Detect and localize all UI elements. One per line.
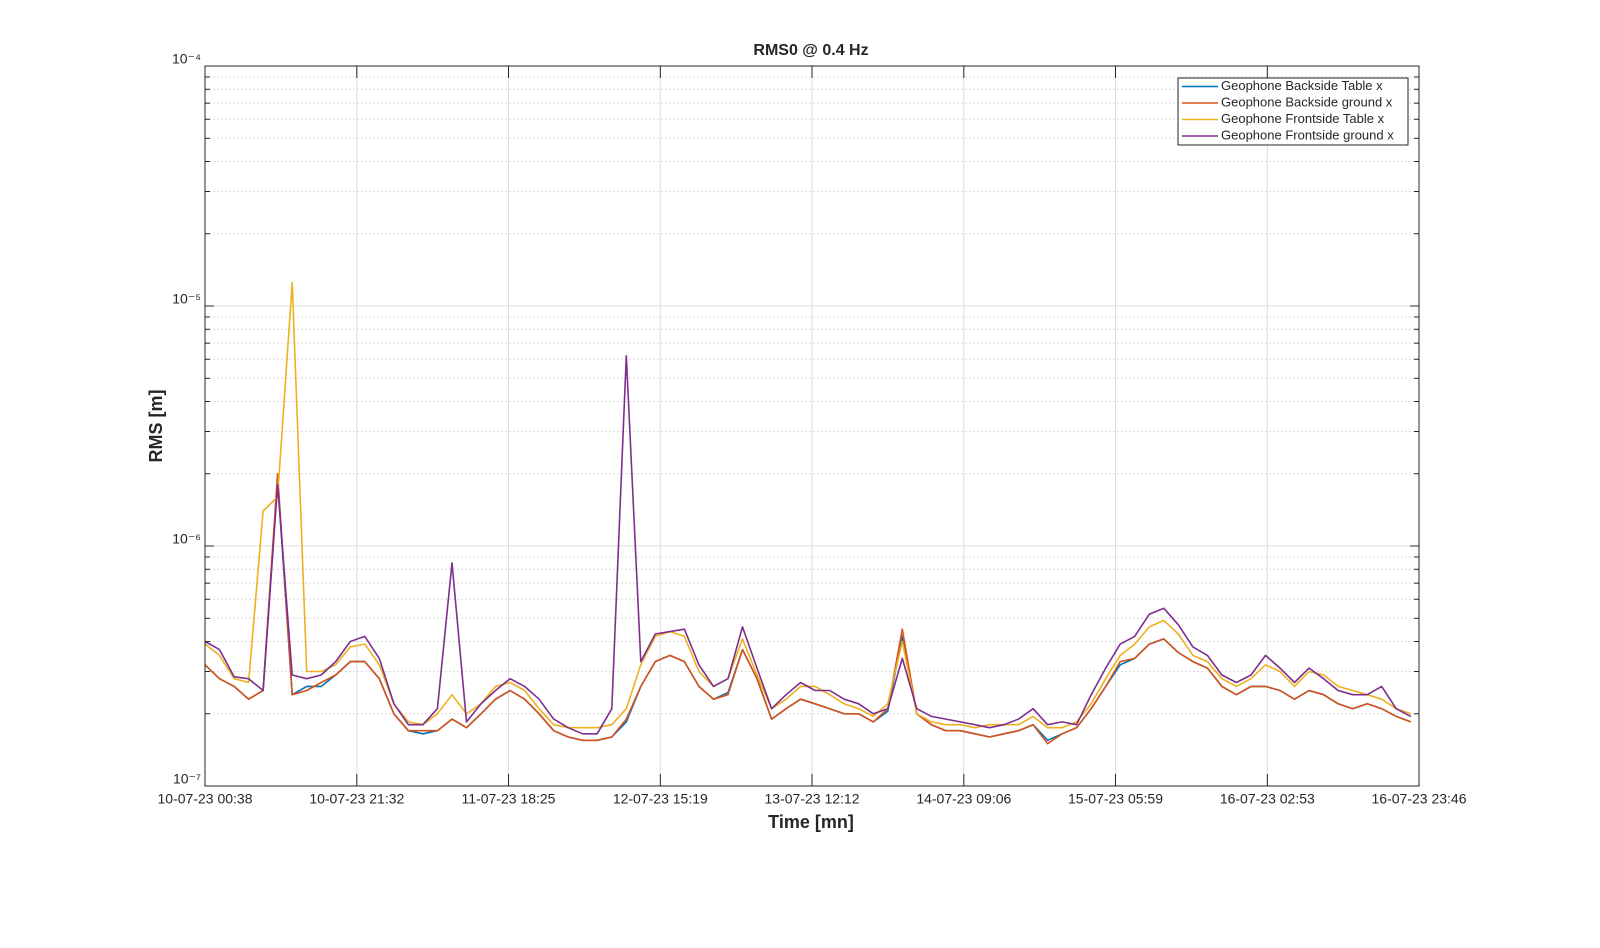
- y-tick-label: 10⁻⁷: [173, 771, 201, 787]
- x-axis-label: Time [mn]: [768, 812, 854, 832]
- y-tick-label: 10⁻⁶: [172, 531, 201, 547]
- y-tick-label: 10⁻⁵: [172, 291, 201, 307]
- legend-label: Geophone Frontside Table x: [1221, 111, 1385, 126]
- x-tick-label: 10-07-23 21:32: [309, 791, 404, 807]
- grid: [204, 65, 1420, 787]
- y-axis-label: RMS [m]: [146, 390, 166, 463]
- series-line: [204, 354, 1412, 735]
- ticks: 10⁻⁷ 10⁻⁶ 10⁻⁵ 10⁻⁴ 10-07-23 00:38 10-07-23 2…: [158, 51, 1467, 807]
- legend-box: [1177, 77, 1409, 146]
- legend-label: Geophone Backside Table x: [1221, 78, 1383, 93]
- lines: [204, 281, 1412, 745]
- x-tick-label: 11-07-23 18:25: [462, 791, 556, 807]
- x-tick-label: 14-07-23 09:06: [916, 791, 1011, 807]
- x-tick-label: 13-07-23 12:12: [765, 791, 860, 807]
- x-tick-label: 10-07-23 00:38: [158, 791, 253, 807]
- y-tick-label: 10⁻⁴: [172, 51, 201, 67]
- x-tick-label: 16-07-23 02:53: [1220, 791, 1315, 807]
- x-tick-label: 16-07-23 23:46: [1372, 791, 1467, 807]
- x-tick-label: 15-07-23 05:59: [1068, 791, 1163, 807]
- legend-label: Geophone Frontside ground x: [1221, 127, 1394, 142]
- x-tick-label: 12-07-23 15:19: [613, 791, 708, 807]
- legend-label: Geophone Backside ground x: [1221, 94, 1393, 109]
- chart-title: RMS0 @ 0.4 Hz: [753, 42, 868, 59]
- series-line: [204, 472, 1412, 745]
